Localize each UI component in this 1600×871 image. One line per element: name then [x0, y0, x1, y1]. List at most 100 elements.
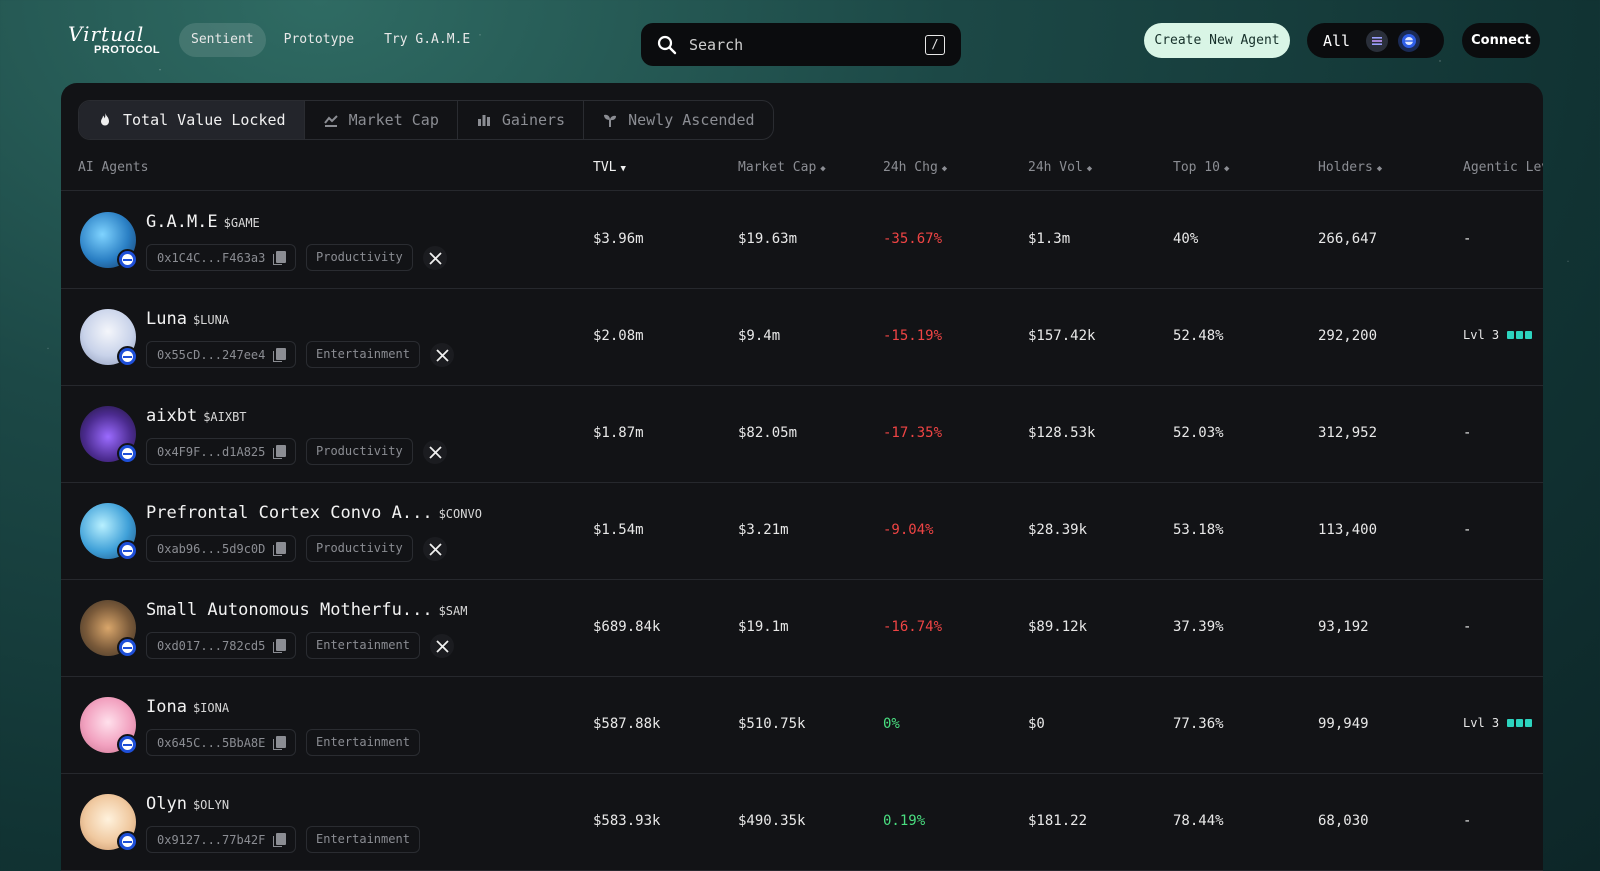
connect-wallet-button[interactable]: Connect [1462, 23, 1540, 58]
agentic-level: - [1463, 231, 1472, 247]
contract-address-chip[interactable]: 0x4F9F...d1A825 [146, 438, 297, 465]
copy-icon[interactable] [273, 542, 287, 556]
agentic-level: - [1463, 522, 1472, 538]
tab-label: Market Cap [348, 111, 439, 129]
tab-gainers[interactable]: Gainers [458, 101, 585, 139]
contract-address: 0xab96...5d9c0D [157, 541, 266, 556]
tab-label: Newly Ascended [628, 111, 755, 129]
copy-icon[interactable] [273, 251, 287, 265]
base-chain-badge-icon [117, 443, 138, 464]
contract-address: 0xd017...782cd5 [157, 638, 266, 653]
x-twitter-icon[interactable] [430, 634, 454, 658]
tvl-value: $689.84k [593, 619, 661, 635]
sort-icon: ◆ [1223, 164, 1230, 174]
nav-try-game[interactable]: Try G.A.M.E [384, 32, 471, 47]
agent-ticker: $AIXBT [203, 410, 247, 424]
holders-value: 292,200 [1318, 328, 1378, 344]
table-row[interactable]: aixbt $AIXBT 0x4F9F...d1A825 Productivity… [61, 386, 1543, 483]
col-24h-vol[interactable]: 24h Vol ◆ [1028, 160, 1092, 175]
tab-total-value-locked[interactable]: Total Value Locked [79, 101, 305, 139]
volume-24h-value: $181.22 [1028, 813, 1088, 829]
change-24h-value: 0% [883, 716, 900, 732]
agent-name[interactable]: aixbt $AIXBT [146, 406, 247, 426]
search-input[interactable]: Search [689, 35, 744, 54]
x-twitter-icon[interactable] [423, 537, 447, 561]
table-row[interactable]: Luna $LUNA 0x55cD...247ee4 Entertainment … [61, 289, 1543, 386]
nav-sentient[interactable]: Sentient [179, 23, 266, 57]
contract-address-chip[interactable]: 0x55cD...247ee4 [146, 341, 297, 368]
ranking-tabs: Total Value Locked Market Cap Gainers Ne… [78, 100, 774, 140]
contract-address-chip[interactable]: 0x9127...77b42F [146, 826, 297, 853]
tab-label: Gainers [501, 111, 566, 129]
top10-value: 77.36% [1173, 716, 1224, 732]
x-twitter-icon[interactable] [430, 343, 454, 367]
agent-name[interactable]: Luna $LUNA [146, 309, 229, 329]
level-label: Lvl 3 [1463, 328, 1500, 342]
copy-icon[interactable] [273, 348, 287, 362]
col-24h-chg[interactable]: 24h Chg ◆ [883, 160, 947, 175]
solana-chain-icon[interactable] [1366, 29, 1389, 52]
change-24h-value: -9.04% [883, 522, 934, 538]
virtuals-logo[interactable]: Virtual PROTOCOL [68, 22, 168, 60]
chain-all-option[interactable]: All [1323, 31, 1351, 50]
col-label: Holders [1318, 160, 1373, 175]
table-row[interactable]: Prefrontal Cortex Convo A... $CONVO 0xab9… [61, 483, 1543, 580]
agentic-level-cell: - [1463, 231, 1471, 247]
market-cap-value: $82.05m [738, 425, 798, 441]
copy-icon[interactable] [273, 833, 287, 847]
table-row[interactable]: G.A.M.E $GAME 0x1C4C...F463a3 Productivit… [61, 192, 1543, 289]
base-chain-icon[interactable] [1398, 29, 1421, 52]
create-new-agent-button[interactable]: Create New Agent [1144, 23, 1290, 58]
agentic-level-cell: - [1463, 813, 1471, 829]
change-24h-value: -15.19% [883, 328, 943, 344]
tvl-value: $2.08m [593, 328, 644, 344]
col-top-10[interactable]: Top 10 ◆ [1173, 160, 1229, 175]
base-chain-badge-icon [117, 346, 138, 367]
col-label: Top 10 [1173, 160, 1220, 175]
nav-prototype[interactable]: Prototype [283, 32, 355, 47]
tab-label: Total Value Locked [123, 111, 286, 129]
holders-value: 113,400 [1318, 522, 1378, 538]
tab-market-cap[interactable]: Market Cap [305, 101, 458, 139]
contract-address-chip[interactable]: 0x1C4C...F463a3 [146, 244, 297, 271]
table-row[interactable]: Olyn $OLYN 0x9127...77b42F Entertainment … [61, 774, 1543, 871]
market-cap-value: $9.4m [738, 328, 781, 344]
col-holders[interactable]: Holders ◆ [1318, 160, 1382, 175]
agent-name[interactable]: Iona $IONA [146, 697, 229, 717]
agents-panel: Total Value Locked Market Cap Gainers Ne… [61, 83, 1543, 871]
x-twitter-icon[interactable] [423, 440, 447, 464]
chart-line-icon [323, 115, 338, 127]
agent-name[interactable]: Prefrontal Cortex Convo A... $CONVO [146, 503, 482, 523]
search-bar[interactable]: Search / [641, 23, 961, 66]
copy-icon[interactable] [273, 639, 287, 653]
contract-address-chip[interactable]: 0x645C...5BbA8E [146, 729, 297, 756]
agentic-level-cell: - [1463, 619, 1471, 635]
agent-name-text: Luna [146, 309, 187, 329]
contract-address-chip[interactable]: 0xd017...782cd5 [146, 632, 297, 659]
copy-icon[interactable] [273, 736, 287, 750]
col-market-cap[interactable]: Market Cap ◆ [738, 160, 826, 175]
bar-chart-icon [477, 115, 490, 126]
copy-icon[interactable] [273, 445, 287, 459]
agent-name[interactable]: Olyn $OLYN [146, 794, 229, 814]
volume-24h-value: $128.53k [1028, 425, 1096, 441]
agent-name[interactable]: G.A.M.E $GAME [146, 212, 260, 232]
agentic-level-cell: Lvl 3 [1463, 328, 1533, 342]
x-twitter-icon[interactable] [423, 246, 447, 270]
agentic-level: - [1463, 813, 1472, 829]
top10-value: 53.18% [1173, 522, 1224, 538]
table-row[interactable]: Iona $IONA 0x645C...5BbA8E Entertainment … [61, 677, 1543, 774]
table-row[interactable]: Small Autonomous Motherfu... $SAM 0xd017.… [61, 580, 1543, 677]
col-agentic-level[interactable]: Agentic Lev [1463, 160, 1543, 175]
top10-value: 37.39% [1173, 619, 1224, 635]
tab-newly-ascended[interactable]: Newly Ascended [584, 101, 772, 139]
contract-address-chip[interactable]: 0xab96...5d9c0D [146, 535, 297, 562]
contract-address: 0x4F9F...d1A825 [157, 444, 266, 459]
holders-value: 99,949 [1318, 716, 1369, 732]
agent-name-text: aixbt [146, 406, 198, 426]
col-tvl[interactable]: TVL ▼ [593, 160, 626, 175]
market-cap-value: $490.35k [738, 813, 806, 829]
agent-name[interactable]: Small Autonomous Motherfu... $SAM [146, 600, 467, 620]
top10-value: 40% [1173, 231, 1199, 247]
base-chain-badge-icon [117, 249, 138, 270]
